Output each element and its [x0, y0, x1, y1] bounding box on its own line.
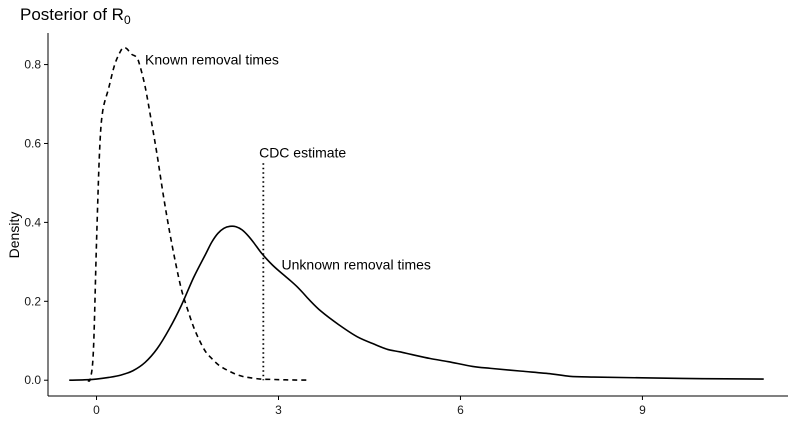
annotation-cdc-estimate: CDC estimate — [259, 144, 346, 160]
y-tick-label: 0.4 — [24, 215, 41, 229]
y-tick-label: 0.6 — [24, 136, 41, 150]
annotation-known-removal-times: Known removal times — [145, 52, 279, 68]
annotation-unknown-removal-times: Unknown removal times — [282, 257, 431, 273]
x-tick-label: 6 — [457, 403, 464, 417]
series-unknown-removal-times-line — [69, 225, 764, 382]
y-tick-label: 0.8 — [24, 58, 41, 72]
x-tick-label: 9 — [639, 403, 646, 417]
y-axis-ticks: 0.0 0.2 0.4 0.6 0.8 — [24, 58, 48, 387]
x-axis-ticks: 0 3 6 9 — [93, 396, 646, 417]
chart-title-main: Posterior of R — [20, 5, 124, 24]
chart-title-subscript: 0 — [124, 13, 131, 27]
y-tick-label: 0.2 — [24, 294, 41, 308]
y-axis-label: Density — [6, 212, 22, 259]
chart-title: Posterior of R0 — [20, 5, 131, 27]
y-tick-label: 0.0 — [24, 373, 41, 387]
series-known-removal-times-line — [86, 46, 309, 382]
x-tick-label: 0 — [93, 403, 100, 417]
x-tick-label: 3 — [275, 403, 282, 417]
